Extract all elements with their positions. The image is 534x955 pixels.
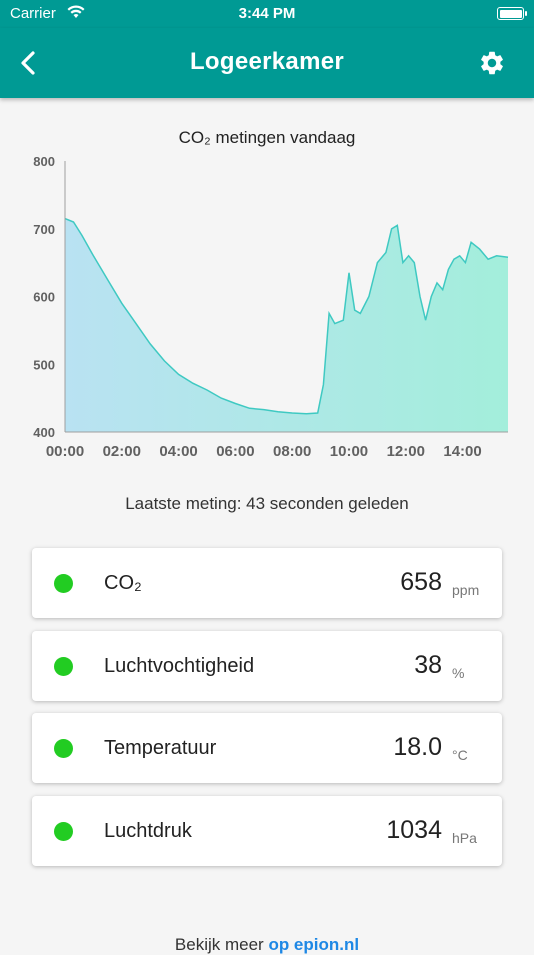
y-tick-label: 600 (33, 290, 55, 305)
y-tick-label: 700 (33, 222, 55, 237)
x-tick-label: 14:00 (443, 443, 481, 460)
reading-label: Temperatuur (104, 737, 217, 759)
chart-canvas: 400 500 600 700 800 00:00 02:00 04:00 06:00 08:00… (33, 154, 509, 460)
x-tick-label: 00:00 (46, 443, 84, 460)
x-tick-label: 06:00 (216, 443, 254, 460)
y-tick-label: 500 (33, 357, 55, 372)
reading-card-pressure[interactable]: Luchtdruk 1034 hPa (32, 796, 502, 866)
chart-area-fill (65, 218, 508, 432)
x-tick-label: 10:00 (330, 443, 368, 460)
reading-label: Luchtdruk (104, 820, 192, 842)
reading-value: 18.0 (393, 733, 442, 761)
reading-unit: ppm (452, 582, 480, 598)
reading-card-co2[interactable]: CO₂ 658 ppm (32, 548, 502, 618)
gear-icon[interactable] (478, 49, 506, 77)
epion-link[interactable]: op epion.nl (268, 935, 360, 954)
x-tick-label: 02:00 (103, 443, 141, 460)
reading-unit: % (452, 665, 465, 681)
last-measurement-text: Laatste meting: 43 seconden geleden (125, 494, 409, 513)
battery-icon (497, 7, 527, 20)
reading-unit: °C (452, 747, 468, 763)
reading-label: Luchtvochtigheid (104, 655, 255, 677)
reading-unit: hPa (452, 830, 477, 846)
back-arrow-icon[interactable] (14, 48, 44, 78)
reading-value: 38 (414, 651, 442, 679)
status-dot (54, 657, 73, 676)
x-tick-label: 08:00 (273, 443, 311, 460)
wifi-icon (67, 5, 85, 18)
reading-label: CO₂ (104, 572, 142, 594)
footer: Bekijk meer op epion.nl (0, 935, 534, 955)
x-tick-label: 04:00 (159, 443, 197, 460)
footer-text: Bekijk meer (174, 935, 269, 954)
chart-series-line (64, 217, 509, 415)
y-tick-label: 800 (33, 154, 55, 169)
y-tick-label: 400 (33, 425, 55, 440)
carrier-label: Carrier (10, 5, 56, 22)
reading-value: 658 (400, 568, 442, 596)
status-dot (54, 739, 73, 758)
app-bar: Logeerkamer (0, 28, 534, 98)
co2-chart: CO₂ metingen vandaag 400 500 600 700 800 00:0… (0, 118, 534, 478)
chart-title: CO₂ metingen vandaag (178, 128, 356, 147)
reading-card-humidity[interactable]: Luchtvochtigheid 38 % (32, 631, 502, 701)
status-dot (54, 574, 73, 593)
status-bar: Carrier 3:44 PM (0, 0, 534, 28)
clock: 3:44 PM (238, 5, 296, 22)
status-dot (54, 822, 73, 841)
x-tick-label: 12:00 (387, 443, 425, 460)
reading-card-temperature[interactable]: Temperatuur 18.0 °C (32, 713, 502, 783)
reading-value: 1034 (386, 816, 442, 844)
page-title: Logeerkamer (189, 48, 345, 75)
